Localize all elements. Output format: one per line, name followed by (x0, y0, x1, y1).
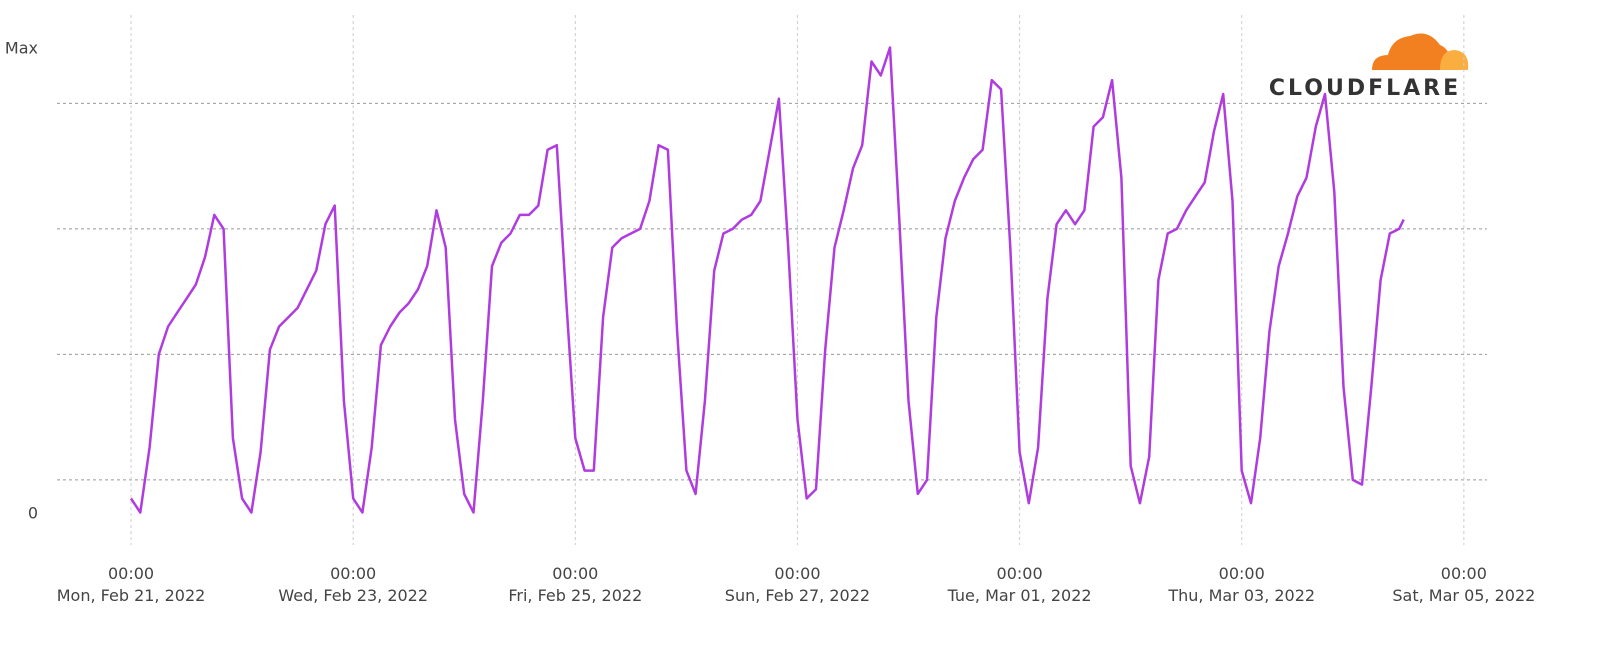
logo-cloud-light (1440, 50, 1469, 70)
x-tick-date: Wed, Feb 23, 2022 (278, 586, 428, 605)
x-tick-date: Tue, Mar 01, 2022 (947, 586, 1092, 605)
x-tick-date: Sat, Mar 05, 2022 (1392, 586, 1535, 605)
y-tick-label: 0 (28, 503, 38, 522)
x-tick-date: Thu, Mar 03, 2022 (1167, 586, 1315, 605)
logo-text: CLOUDFLARE (1269, 76, 1461, 101)
x-tick-time: 00:00 (997, 564, 1043, 583)
logo-cloud (1372, 33, 1458, 70)
x-tick-time: 00:00 (330, 564, 376, 583)
x-tick-time: 00:00 (1441, 564, 1487, 583)
x-tick-date: Mon, Feb 21, 2022 (57, 586, 206, 605)
series-line (129, 46, 1405, 514)
y-tick-label: Max (5, 39, 38, 58)
x-tick-time: 00:00 (108, 564, 154, 583)
x-tick-date: Sun, Feb 27, 2022 (725, 586, 870, 605)
x-tick-time: 00:00 (552, 564, 598, 583)
x-tick-time: 00:00 (774, 564, 820, 583)
x-tick-date: Fri, Feb 25, 2022 (508, 586, 642, 605)
logo: CLOUDFLARE (1269, 33, 1469, 101)
x-tick-time: 00:00 (1219, 564, 1265, 583)
